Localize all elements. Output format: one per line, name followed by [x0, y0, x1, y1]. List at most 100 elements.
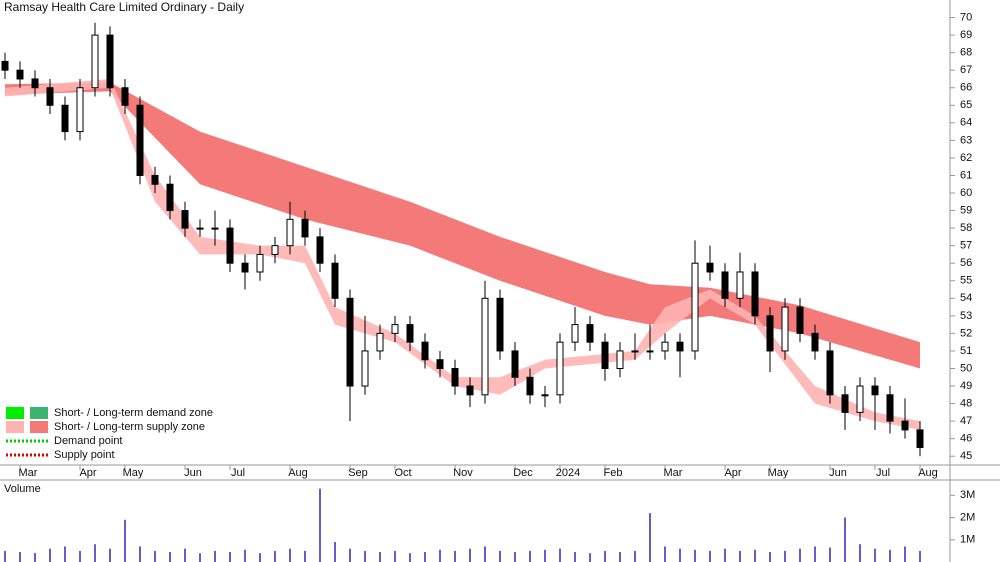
legend-label: Short- / Long-term demand zone [54, 407, 213, 419]
x-tick-label: Mar [664, 467, 683, 479]
candle-body [226, 227, 234, 264]
volume-bar [499, 550, 501, 562]
candle-body [31, 78, 39, 89]
x-tick-label: Feb [604, 467, 623, 479]
legend-swatch [30, 407, 48, 419]
y-tick-label: 66 [960, 82, 972, 94]
x-tick-label: Apr [724, 467, 741, 479]
candle-body [826, 350, 834, 396]
x-tick-label: Jul [231, 467, 245, 479]
y-tick-label: 55 [960, 275, 972, 287]
volume-bar [109, 548, 111, 562]
candle-body [121, 87, 129, 106]
x-tick-label: Oct [394, 467, 411, 479]
volume-bar [49, 548, 51, 562]
candle-body [601, 341, 609, 369]
candle-body [856, 385, 864, 413]
candle-body [481, 297, 489, 396]
volume-bar [364, 550, 366, 562]
candle-body [46, 87, 54, 106]
volume-bar [4, 550, 6, 562]
volume-bar [514, 552, 516, 562]
y-tick-label: 64 [960, 117, 972, 129]
x-tick-label: Aug [918, 467, 938, 479]
x-tick-label: Jun [829, 467, 847, 479]
candle-body [181, 210, 189, 229]
candle-body [466, 385, 474, 396]
y-tick-label: 56 [960, 257, 972, 269]
volume-bar [94, 544, 96, 562]
candle-body [511, 350, 519, 378]
volume-bar [424, 552, 426, 562]
candle-body [301, 218, 309, 238]
candle-body [16, 69, 24, 80]
volume-title: Volume [4, 483, 41, 495]
y-tick-label: 47 [960, 415, 972, 427]
volume-bar [829, 547, 831, 562]
volume-bar [844, 517, 846, 562]
candle-body [391, 324, 399, 334]
y-tick-label: 59 [960, 204, 972, 216]
candle-body [586, 324, 594, 343]
volume-bar [469, 548, 471, 562]
candle-body [271, 245, 279, 255]
candle-body [751, 271, 759, 317]
volume-bar [739, 550, 741, 562]
volume-bar [589, 553, 591, 562]
volume-bar [874, 548, 876, 562]
volume-bar [244, 549, 246, 562]
y-tick-label: 68 [960, 47, 972, 59]
candle-body [631, 350, 639, 353]
candle-body [256, 253, 264, 273]
volume-bar [394, 550, 396, 562]
candle-body [76, 87, 84, 133]
volume-bar [784, 550, 786, 562]
candle-body [286, 218, 294, 247]
candle-body [616, 350, 624, 369]
volume-bar [349, 548, 351, 562]
candle-body [691, 262, 699, 352]
candle-body [331, 262, 339, 299]
volume-bar [559, 548, 561, 562]
candle-body [781, 306, 789, 352]
volume-bar [904, 546, 906, 562]
volume-bar [79, 550, 81, 562]
volume-bar [169, 552, 171, 562]
legend-label: Supply point [54, 449, 115, 461]
y-tick-label: 57 [960, 240, 972, 252]
volume-bar [304, 550, 306, 562]
candle-body [901, 420, 909, 431]
volume-bar [649, 513, 651, 562]
volume-bar [769, 552, 771, 562]
volume-bar [334, 542, 336, 562]
candle-body [196, 227, 204, 230]
volume-bar [574, 552, 576, 562]
x-tick-label: Mar [19, 467, 38, 479]
y-tick-label: 45 [960, 450, 972, 462]
candle-body [136, 104, 144, 176]
candle-body [571, 324, 579, 343]
candle-body [361, 350, 369, 387]
y-tick-label: 69 [960, 29, 972, 41]
y-tick-label: 51 [960, 345, 972, 357]
candle-body [376, 332, 384, 352]
y-tick-label: 54 [960, 292, 972, 304]
volume-bar [409, 553, 411, 562]
volume-bar [379, 552, 381, 562]
x-tick-label: Dec [513, 467, 533, 479]
candle-body [841, 394, 849, 413]
candle-body [436, 359, 444, 369]
volume-bar [184, 548, 186, 562]
x-tick-label: Apr [79, 467, 96, 479]
y-tick-label: 2M [960, 511, 975, 523]
y-tick-label: 58 [960, 222, 972, 234]
volume-bar [679, 548, 681, 562]
y-tick-label: 61 [960, 169, 972, 181]
candle-body [61, 104, 69, 133]
volume-bar [214, 550, 216, 562]
volume-bar [814, 546, 816, 562]
y-tick-label: 3M [960, 489, 975, 501]
volume-bar [454, 550, 456, 562]
volume-bar [274, 550, 276, 562]
